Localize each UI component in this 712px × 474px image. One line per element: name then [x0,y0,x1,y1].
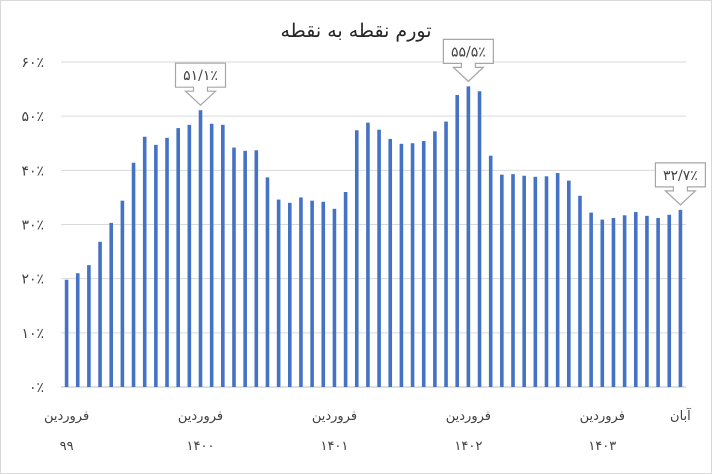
bar [354,130,359,387]
bar [578,195,582,387]
x-tick-year-label: ۱۴۰۳ [588,439,616,454]
bar [611,218,616,387]
bar [455,95,460,388]
bar [120,200,125,387]
bar [310,200,314,387]
bar [522,175,526,387]
callout-label: ۵۱/۱٪ [183,68,218,84]
bar [176,128,180,388]
bar [488,155,493,387]
x-tick-month-label: فروردین [446,409,491,424]
bar [332,208,337,387]
x-tick-month-label: فروردین [178,409,223,424]
bar [276,199,281,387]
bar [109,222,114,387]
y-tick-label: ۴۰٪ [21,163,44,179]
y-tick-label: ۶۰٪ [21,55,44,71]
bar [154,144,158,387]
callout-arrow-box [174,62,227,107]
bar [221,124,225,387]
x-tick-month-label: آبان [670,407,692,424]
bar [656,218,660,387]
bar [421,141,426,387]
callout-label: ۳۲/۷٪ [663,168,698,184]
callout-arrow-box [442,38,494,83]
x-tick-year-label: ۱۴۰۱ [320,439,348,454]
bar [232,147,236,387]
bar [600,219,605,387]
bar [87,265,91,387]
bar [254,150,259,387]
bar [410,143,415,387]
bar [265,177,270,387]
x-tick-month-label: فروردین [312,409,357,424]
bar [622,215,627,387]
bar [500,174,504,387]
bar [64,279,69,387]
x-tick-year-label: ۱۴۰۲ [454,439,482,454]
bar [567,180,571,387]
bar [433,131,437,387]
y-tick-label: ۵۰٪ [21,109,44,125]
callout-arrow-box [654,162,707,206]
bar [198,110,203,387]
bar [187,124,192,387]
y-tick-label: ۰٪ [29,380,44,396]
bar [299,197,303,387]
bar [131,162,136,387]
callout-label: ۵۵/۵٪ [451,44,486,60]
bar [142,136,147,387]
bar [366,122,370,388]
y-tick-label: ۲۰٪ [21,272,44,288]
bar [633,212,638,387]
bar [377,129,381,388]
bar [645,215,649,387]
bar [444,121,448,387]
bar [243,150,247,387]
bar [165,137,169,387]
bar [466,86,471,387]
bar [589,212,593,387]
bar [477,91,482,387]
bar [533,176,538,387]
bar [511,174,515,387]
bar [75,273,80,387]
bar [667,214,672,387]
bar [343,192,348,387]
x-tick-month-label: فروردین [580,409,625,424]
chart-title: تورم نقطه به نقطه [280,20,432,42]
bar [321,201,326,387]
bar [98,241,102,387]
bar [555,173,560,387]
x-tick-year-label: ۱۴۰۰ [187,439,215,454]
y-tick-label: ۱۰٪ [21,326,44,342]
bar [287,202,292,387]
x-tick-year-label: ۹۹ [60,439,74,454]
bar [209,123,214,387]
x-tick-month-label: فروردین [44,409,89,424]
bar [388,138,393,387]
bar [399,143,404,387]
bar [678,209,683,387]
y-tick-label: ۳۰٪ [21,218,44,234]
bar [544,176,549,387]
